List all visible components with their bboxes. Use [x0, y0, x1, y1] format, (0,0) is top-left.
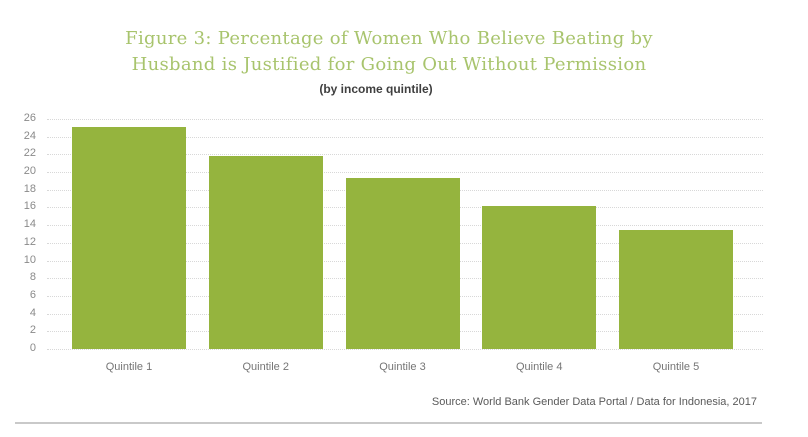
y-axis-tick-label-10: 10	[23, 253, 36, 266]
source-note: Source: World Bank Gender Data Portal / …	[431, 396, 757, 408]
y-axis-tick-label-0: 0	[29, 342, 36, 354]
bottom-divider	[15, 422, 762, 424]
gridline-y-22	[47, 154, 763, 156]
bar-quintile-2	[208, 156, 323, 349]
y-axis-tick-label-18: 18	[23, 182, 36, 195]
x-axis-label-quintile-4: Quintile 4	[516, 361, 563, 373]
x-axis-label-quintile-2: Quintile 2	[242, 361, 289, 373]
bar-quintile-5	[619, 229, 733, 349]
y-axis-tick-label-16: 16	[23, 200, 36, 213]
gridline-y-24	[47, 136, 763, 138]
y-axis-tick-label-22: 22	[23, 147, 36, 160]
y-axis-tick-label-24: 24	[23, 129, 36, 142]
y-axis-tick-label-12: 12	[23, 235, 36, 248]
y-axis-tick-label-8: 8	[29, 271, 36, 284]
y-axis-tick-label-14: 14	[23, 218, 36, 231]
y-axis-tick-label-26: 26	[23, 112, 36, 124]
x-axis-label-quintile-5: Quintile 5	[652, 361, 700, 373]
figure-subtitle: (by income quintile)	[319, 82, 433, 96]
x-axis-label-quintile-1: Quintile 1	[105, 361, 153, 373]
gridline-y-0	[47, 349, 763, 350]
gridline-y-26	[47, 119, 763, 120]
y-axis-tick-label-20: 20	[23, 165, 36, 178]
figure-title: Figure 3: Percentage of Women Who Believ…	[109, 26, 669, 78]
x-axis-label-quintile-3: Quintile 3	[379, 361, 426, 373]
y-axis-tick-label-4: 4	[29, 306, 36, 319]
figure-title-line-1: Figure 3: Percentage of Women Who Believ…	[125, 28, 653, 49]
plot-area: 0 2 4 6 8 10 12 14 16 18 20 22 24 26 Quintile 1 Quintil…	[24, 112, 763, 373]
bar-quintile-1	[72, 126, 186, 349]
y-axis-tick-label-6: 6	[29, 288, 36, 301]
gridline-y-20	[47, 172, 763, 174]
bar-quintile-4	[482, 205, 597, 349]
y-axis-tick-label-2: 2	[29, 324, 36, 337]
figure-title-line-2: Husband is Justified for Going Out Witho…	[131, 54, 647, 75]
bar-quintile-3	[345, 178, 460, 349]
